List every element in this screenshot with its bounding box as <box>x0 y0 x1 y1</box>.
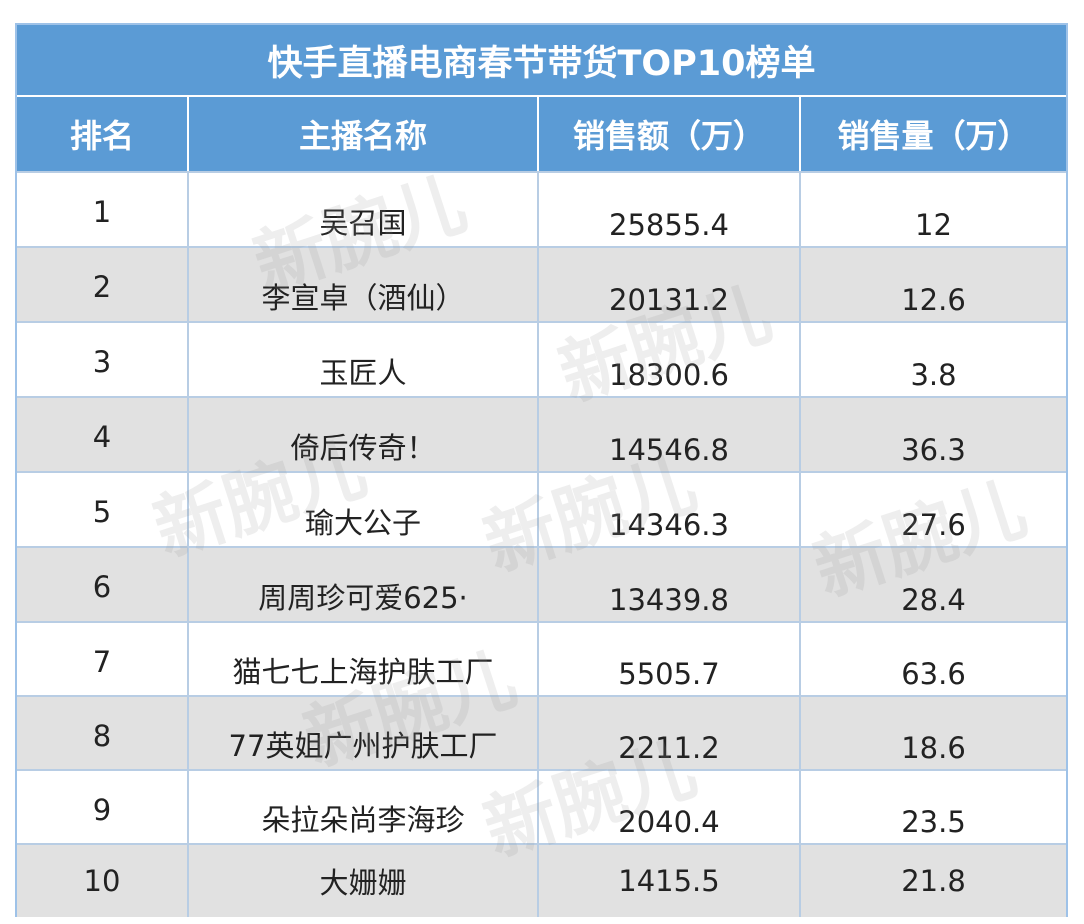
sales-volume-cell: 23.5 <box>901 805 966 839</box>
sales-amount-cell: 5505.7 <box>539 623 801 695</box>
sales-amount-cell: 1415.5 <box>539 845 801 917</box>
header-sales-amount: 销售额（万） <box>539 97 801 171</box>
sales-volume-cell: 63.6 <box>901 657 966 691</box>
table-row: 4 倚后传奇！ 14546.8 36.3 <box>17 396 1066 471</box>
table-row: 7 猫七七上海护肤工厂 5505.7 63.6 <box>17 621 1066 695</box>
sales-amount-cell: 25855.4 <box>539 173 801 246</box>
anchor-name-cell: 大姗姗 <box>189 845 539 917</box>
sales-amount-cell: 20131.2 <box>539 248 801 321</box>
sales-amount-cell: 2211.2 <box>539 697 801 769</box>
rank-cell: 10 <box>17 845 189 917</box>
header-anchor-name: 主播名称 <box>189 97 539 171</box>
sales-amount-cell: 18300.6 <box>539 323 801 396</box>
table-row: 3 玉匠人 18300.6 3.8 <box>17 321 1066 396</box>
rank-cell: 7 <box>17 623 189 695</box>
sales-volume-cell: 12 <box>915 208 952 242</box>
sales-amount-cell: 14546.8 <box>539 398 801 471</box>
table-row: 9 朵拉朵尚李海珍 2040.4 23.5 <box>17 769 1066 843</box>
sales-amount-cell: 2040.4 <box>539 771 801 843</box>
anchor-name-cell: 吴召国 <box>189 173 539 246</box>
sales-volume-cell: 21.8 <box>901 864 966 898</box>
anchor-name-cell: 周周珍可爱625· <box>189 548 539 621</box>
table-row: 2 李宣卓（酒仙） 20131.2 12.6 <box>17 246 1066 321</box>
header-rank: 排名 <box>17 97 189 171</box>
table-title: 快手直播电商春节带货TOP10榜单 <box>17 25 1066 97</box>
anchor-name-cell: 玉匠人 <box>189 323 539 396</box>
anchor-name-cell: 李宣卓（酒仙） <box>189 248 539 321</box>
rank-cell: 4 <box>17 398 189 471</box>
sales-volume-cell: 12.6 <box>901 283 966 317</box>
anchor-name-cell: 朵拉朵尚李海珍 <box>189 771 539 843</box>
sales-volume-cell: 36.3 <box>901 433 966 467</box>
anchor-name-cell: 77英姐广州护肤工厂 <box>189 697 539 769</box>
table-row: 1 吴召国 25855.4 12 <box>17 171 1066 246</box>
anchor-name-cell: 猫七七上海护肤工厂 <box>189 623 539 695</box>
sales-volume-cell: 27.6 <box>901 508 966 542</box>
ranking-table: 快手直播电商春节带货TOP10榜单 排名 主播名称 销售额（万） 销售量（万） … <box>15 23 1068 917</box>
table-header-row: 排名 主播名称 销售额（万） 销售量（万） <box>17 97 1066 171</box>
sales-volume-cell: 28.4 <box>901 583 966 617</box>
rank-cell: 5 <box>17 473 189 546</box>
table-row: 6 周周珍可爱625· 13439.8 28.4 <box>17 546 1066 621</box>
sales-volume-cell: 3.8 <box>910 358 957 392</box>
rank-cell: 6 <box>17 548 189 621</box>
table-row: 5 瑜大公子 14346.3 27.6 <box>17 471 1066 546</box>
table-body: 1 吴召国 25855.4 12 2 李宣卓（酒仙） 20131.2 12.6 … <box>17 171 1066 917</box>
rank-cell: 1 <box>17 173 189 246</box>
rank-cell: 9 <box>17 771 189 843</box>
rank-cell: 3 <box>17 323 189 396</box>
rank-cell: 8 <box>17 697 189 769</box>
anchor-name-cell: 瑜大公子 <box>189 473 539 546</box>
rank-cell: 2 <box>17 248 189 321</box>
sales-volume-cell: 18.6 <box>901 731 966 765</box>
table-row: 10 大姗姗 1415.5 21.8 <box>17 843 1066 917</box>
sales-amount-cell: 13439.8 <box>539 548 801 621</box>
header-sales-volume: 销售量（万） <box>837 117 1030 155</box>
table-row: 8 77英姐广州护肤工厂 2211.2 18.6 <box>17 695 1066 769</box>
anchor-name-cell: 倚后传奇！ <box>189 398 539 471</box>
sales-amount-cell: 14346.3 <box>539 473 801 546</box>
